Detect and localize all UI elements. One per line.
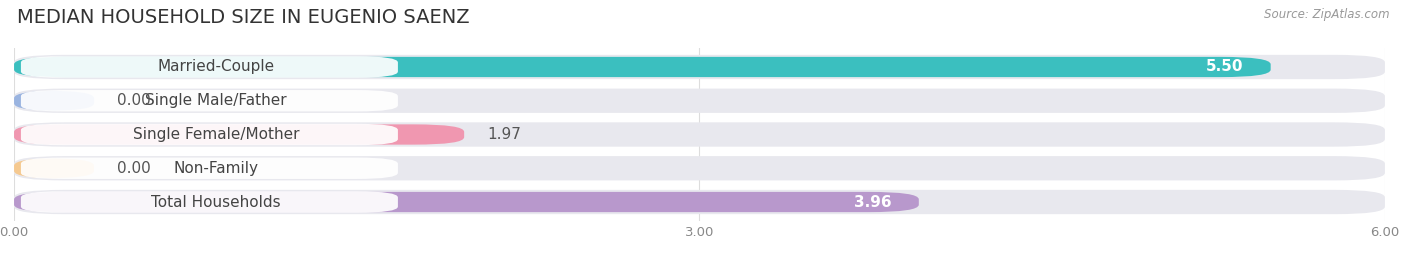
FancyBboxPatch shape: [14, 91, 94, 111]
FancyBboxPatch shape: [14, 156, 1385, 180]
Text: 0.00: 0.00: [117, 93, 150, 108]
FancyBboxPatch shape: [21, 56, 398, 78]
FancyBboxPatch shape: [14, 158, 94, 178]
FancyBboxPatch shape: [14, 190, 1385, 214]
Text: MEDIAN HOUSEHOLD SIZE IN EUGENIO SAENZ: MEDIAN HOUSEHOLD SIZE IN EUGENIO SAENZ: [17, 8, 470, 27]
FancyBboxPatch shape: [21, 191, 398, 213]
FancyBboxPatch shape: [21, 124, 398, 145]
Text: Married-Couple: Married-Couple: [157, 59, 274, 75]
FancyBboxPatch shape: [14, 192, 920, 212]
Text: Single Male/Father: Single Male/Father: [145, 93, 287, 108]
Text: 3.96: 3.96: [853, 194, 891, 210]
Text: Source: ZipAtlas.com: Source: ZipAtlas.com: [1264, 8, 1389, 21]
Text: Total Households: Total Households: [152, 194, 281, 210]
FancyBboxPatch shape: [14, 55, 1385, 79]
Text: Non-Family: Non-Family: [174, 161, 259, 176]
Text: 0.00: 0.00: [117, 161, 150, 176]
FancyBboxPatch shape: [14, 124, 464, 145]
Text: 1.97: 1.97: [486, 127, 520, 142]
Text: Single Female/Mother: Single Female/Mother: [134, 127, 299, 142]
FancyBboxPatch shape: [14, 89, 1385, 113]
FancyBboxPatch shape: [14, 122, 1385, 147]
FancyBboxPatch shape: [21, 158, 398, 179]
Text: 5.50: 5.50: [1206, 59, 1243, 75]
FancyBboxPatch shape: [21, 90, 398, 111]
FancyBboxPatch shape: [14, 57, 1271, 77]
